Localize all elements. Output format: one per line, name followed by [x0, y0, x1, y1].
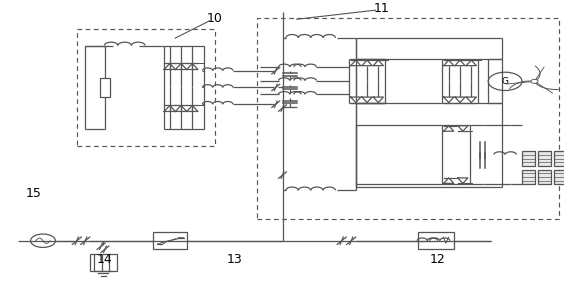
Bar [257, 18, 559, 220]
Bar [153, 232, 186, 249]
Text: 12: 12 [429, 253, 445, 266]
Bar [522, 151, 535, 166]
Text: 13: 13 [227, 253, 242, 266]
Bar [100, 78, 110, 97]
Bar [554, 170, 565, 184]
Text: 14: 14 [97, 253, 113, 266]
Bar [554, 151, 565, 166]
Bar [418, 232, 454, 249]
Text: 11: 11 [373, 2, 389, 15]
Text: 10: 10 [207, 12, 223, 25]
Bar [90, 254, 117, 270]
Bar [522, 170, 535, 184]
Bar [538, 151, 551, 166]
Text: 15: 15 [25, 187, 41, 200]
Circle shape [531, 80, 538, 83]
Bar [77, 29, 215, 146]
Text: G: G [502, 77, 509, 86]
Bar [538, 170, 551, 184]
